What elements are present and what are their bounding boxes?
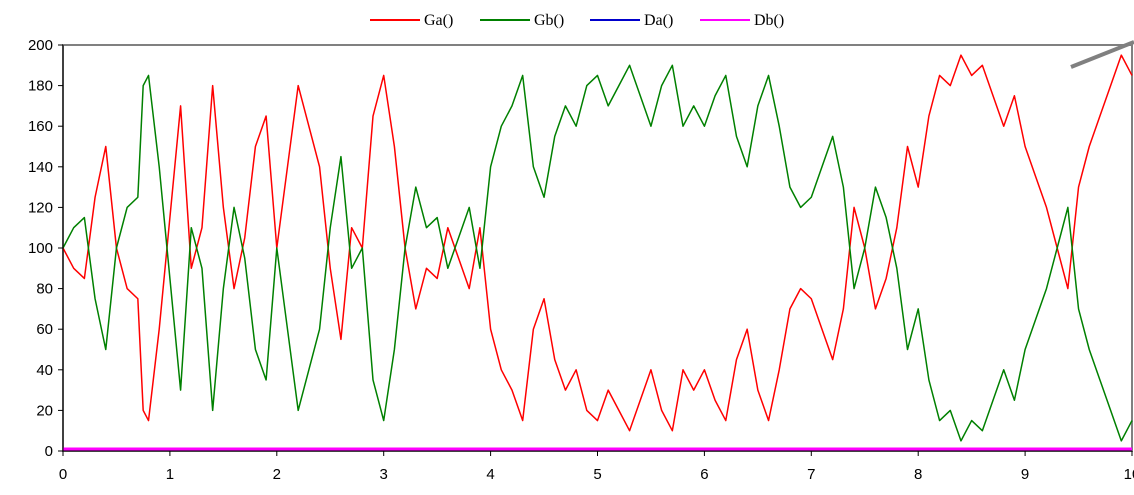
series-line-ga — [62, 54, 1133, 432]
y-tick-label: 160 — [28, 118, 53, 135]
y-tick-label: 120 — [28, 199, 53, 216]
x-tick-label: 0 — [59, 466, 67, 483]
y-tick-label: 0 — [45, 443, 53, 460]
corner-marker — [1070, 40, 1134, 69]
x-tick-label: 9 — [1021, 466, 1029, 483]
x-tick-label: 6 — [700, 466, 708, 483]
series-line-gb — [62, 64, 1133, 442]
y-tick-label: 140 — [28, 159, 53, 176]
y-tick-label: 60 — [36, 321, 53, 338]
legend-label: Gb() — [534, 12, 564, 29]
y-tick-label: 40 — [36, 362, 53, 379]
x-tick-label: 5 — [593, 466, 601, 483]
plot-area — [62, 44, 1133, 452]
x-tick-label: 7 — [807, 466, 815, 483]
x-tick-label: 8 — [914, 466, 922, 483]
legend-label: Ga() — [424, 12, 453, 29]
legend-label: Da() — [644, 12, 673, 29]
y-tick-label: 20 — [36, 402, 53, 419]
y-tick-label: 100 — [28, 240, 53, 257]
axes: 0 20 40 60 80 100 120 140 160 180 200 0 1 2 3 4 5 6 7 8 9 10 — [28, 37, 1134, 483]
y-tick-label: 200 — [28, 37, 53, 54]
y-tick-label: 80 — [36, 281, 53, 298]
x-tick-label: 1 — [166, 466, 174, 483]
x-tick-label: 10 — [1124, 466, 1134, 483]
legend: Ga() Gb() Da() Db() — [370, 12, 784, 29]
x-tick-label: 3 — [380, 466, 388, 483]
y-tick-label: 180 — [28, 78, 53, 95]
series-layer — [62, 54, 1133, 451]
x-tick-label: 4 — [486, 466, 494, 483]
legend-label: Db() — [754, 12, 784, 29]
x-tick-label: 2 — [273, 466, 281, 483]
